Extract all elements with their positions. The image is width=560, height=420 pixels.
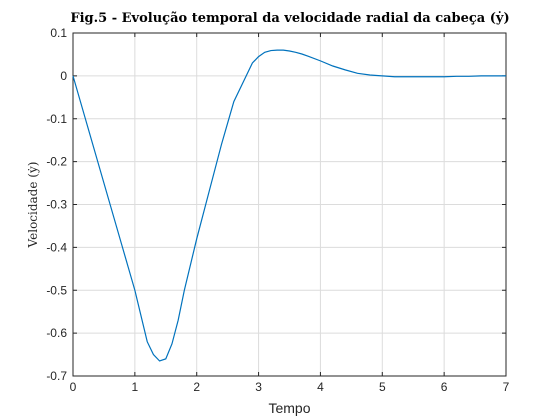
x-axis-label: Tempo xyxy=(268,400,310,416)
y-tick-label: 0 xyxy=(60,69,67,83)
x-tick-label: 3 xyxy=(255,380,262,394)
y-tick-label: -0.3 xyxy=(46,198,67,212)
x-tick-label: 2 xyxy=(193,380,200,394)
y-tick-label: -0.7 xyxy=(46,369,67,383)
y-tick-label: -0.6 xyxy=(46,326,67,340)
x-tick-label: 6 xyxy=(441,380,448,394)
y-tick-label: -0.1 xyxy=(46,112,67,126)
y-axis-label: Velocidade (ẏ) xyxy=(26,162,40,249)
x-tick-label: 7 xyxy=(503,380,510,394)
y-tick-label: 0.1 xyxy=(50,26,67,40)
x-tick-label: 0 xyxy=(70,380,77,394)
chart-title: Fig.5 - Evolução temporal da velocidade … xyxy=(70,11,509,26)
grid xyxy=(73,33,506,376)
y-tick-label: -0.5 xyxy=(46,283,67,297)
x-tick-label: 4 xyxy=(317,380,324,394)
axis-ticks: 0 1 2 3 4 5 6 7 0.1 0 -0.1 -0.2 -0.3 -0.4 -0.5 -0.6 -0.7 xyxy=(46,26,509,394)
x-tick-label: 5 xyxy=(379,380,386,394)
series-line xyxy=(72,49,506,362)
y-tick-label: -0.2 xyxy=(46,155,67,169)
y-tick-label: -0.4 xyxy=(46,240,67,254)
x-tick-label: 1 xyxy=(132,380,139,394)
